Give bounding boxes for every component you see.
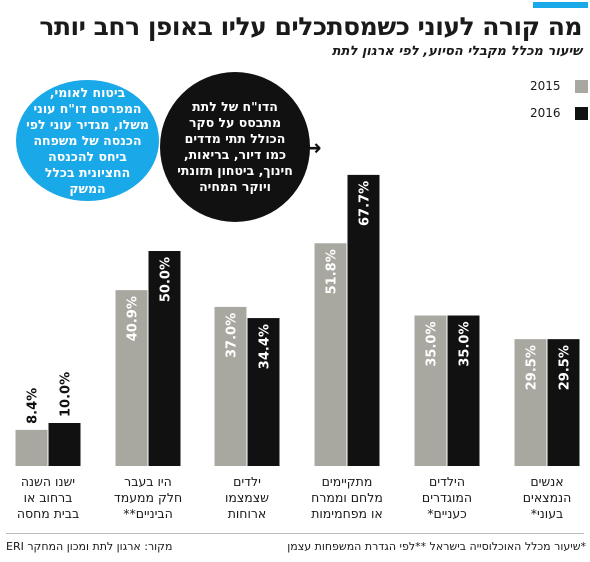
legend-label-2016: 2016 [530, 106, 561, 120]
page-title: מה קורה לעוני כשמסתכלים עליו באופן רחב י… [39, 12, 582, 41]
footnote: *שיעור מכלל האוכלוסייה בישראל **לפי הגדר… [287, 540, 586, 553]
category-label-line: המוגדרים [421, 490, 473, 505]
category-label-line: ישנו השנה [20, 474, 76, 489]
value-label-2016-people-in-poverty: 29.5% [558, 345, 573, 390]
note-text-latet-report: הדו"ח של לתת מתבסס על סקר הכולל תתי מדדי… [177, 99, 293, 194]
bar-2016-homeless [48, 423, 81, 466]
note-text-national-insurance: ביטוח לאומי, המפרסם דו"ח עוני משלו, מגדי… [26, 84, 149, 196]
bar-2015-poor-children [414, 315, 447, 466]
category-label-poor-children: הילדים המוגדרים כעניים* [392, 474, 502, 522]
bar-2016-people-in-poverty [547, 339, 580, 466]
bar-2016-bread-spread-carbs [347, 174, 380, 466]
value-label-2016-homeless: 10.0% [59, 372, 74, 417]
value-label-2016-children-cut-meals: 34.4% [258, 324, 273, 369]
bar-2015-bread-spread-carbs [314, 243, 347, 466]
category-label-line: ארוחות [227, 506, 267, 521]
bar-2015-children-cut-meals [214, 306, 247, 466]
category-label-line: חלק ממעמד [113, 490, 183, 505]
category-label-line: אנשים [530, 474, 564, 489]
category-label-homeless: ישנו השנה ברחוב או בבית מחסה [0, 474, 103, 522]
category-label-line: ילדים [233, 474, 261, 489]
bar-2016-former-middle-class [148, 251, 181, 466]
category-label-line: בבית מחסה [16, 506, 80, 521]
value-label-2015-children-cut-meals: 37.0% [225, 313, 240, 358]
note-bubble-national-insurance: ביטוח לאומי, המפרסם דו"ח עוני משלו, מגדי… [16, 80, 159, 201]
category-label-line: כעניים* [427, 506, 467, 521]
category-label-line: הילדים [429, 474, 465, 489]
category-label-former-middle-class: היו בעבר חלק ממעמד הביניים** [93, 474, 203, 522]
bar-2016-children-cut-meals [247, 318, 280, 466]
category-label-line: מתקיימים [321, 474, 373, 489]
value-label-2016-former-middle-class: 50.0% [159, 257, 174, 302]
category-label-bread-spread-carbs: מתקיימים מלחם וממרח או מפחמימות [292, 474, 402, 522]
category-label-line: הביניים** [123, 506, 173, 521]
value-label-2015-former-middle-class: 40.9% [126, 296, 141, 341]
note-bubble-latet-report: הדו"ח של לתת מתבסס על סקר הכולל תתי מדדי… [160, 72, 310, 222]
value-label-2015-poor-children: 35.0% [425, 322, 440, 367]
legend-swatch-2016 [575, 107, 588, 120]
legend-label-2015: 2015 [530, 79, 561, 93]
category-label-line: היו בעבר [124, 474, 172, 489]
value-label-2015-homeless: 8.4% [26, 388, 41, 424]
category-label-line: הנמצאים [522, 490, 572, 505]
category-label-line: שצמצמו [224, 490, 270, 505]
category-label-line: או מפחמימות [311, 506, 383, 521]
footer-divider [6, 533, 584, 534]
accent-bar [533, 2, 588, 8]
bar-2015-people-in-poverty [514, 339, 547, 466]
value-label-2015-people-in-poverty: 29.5% [525, 345, 540, 390]
category-label-line: מלחם וממרח [311, 490, 383, 505]
category-label-people-in-poverty: אנשים הנמצאים בעוני* [492, 474, 590, 522]
page-subtitle: שיעור מכלל מקבלי הסיוע, לפי ארגון לתת [331, 44, 582, 59]
category-label-line: ברחוב או [23, 490, 73, 505]
bar-2015-homeless [15, 429, 48, 466]
legend-swatch-2015 [575, 80, 588, 93]
value-label-2016-poor-children: 35.0% [458, 322, 473, 367]
category-label-children-cut-meals: ילדים שצמצמו ארוחות [192, 474, 302, 522]
value-label-2015-bread-spread-carbs: 51.8% [325, 249, 340, 294]
bar-2015-former-middle-class [115, 290, 148, 466]
bar-2016-poor-children [447, 315, 480, 466]
arrow-right-icon: → [303, 136, 322, 161]
source-note: מקור: ארגון לתת ומכון המחקר ERI [6, 540, 173, 553]
category-label-line: בעוני* [530, 506, 564, 521]
value-label-2016-bread-spread-carbs: 67.7% [358, 181, 373, 226]
